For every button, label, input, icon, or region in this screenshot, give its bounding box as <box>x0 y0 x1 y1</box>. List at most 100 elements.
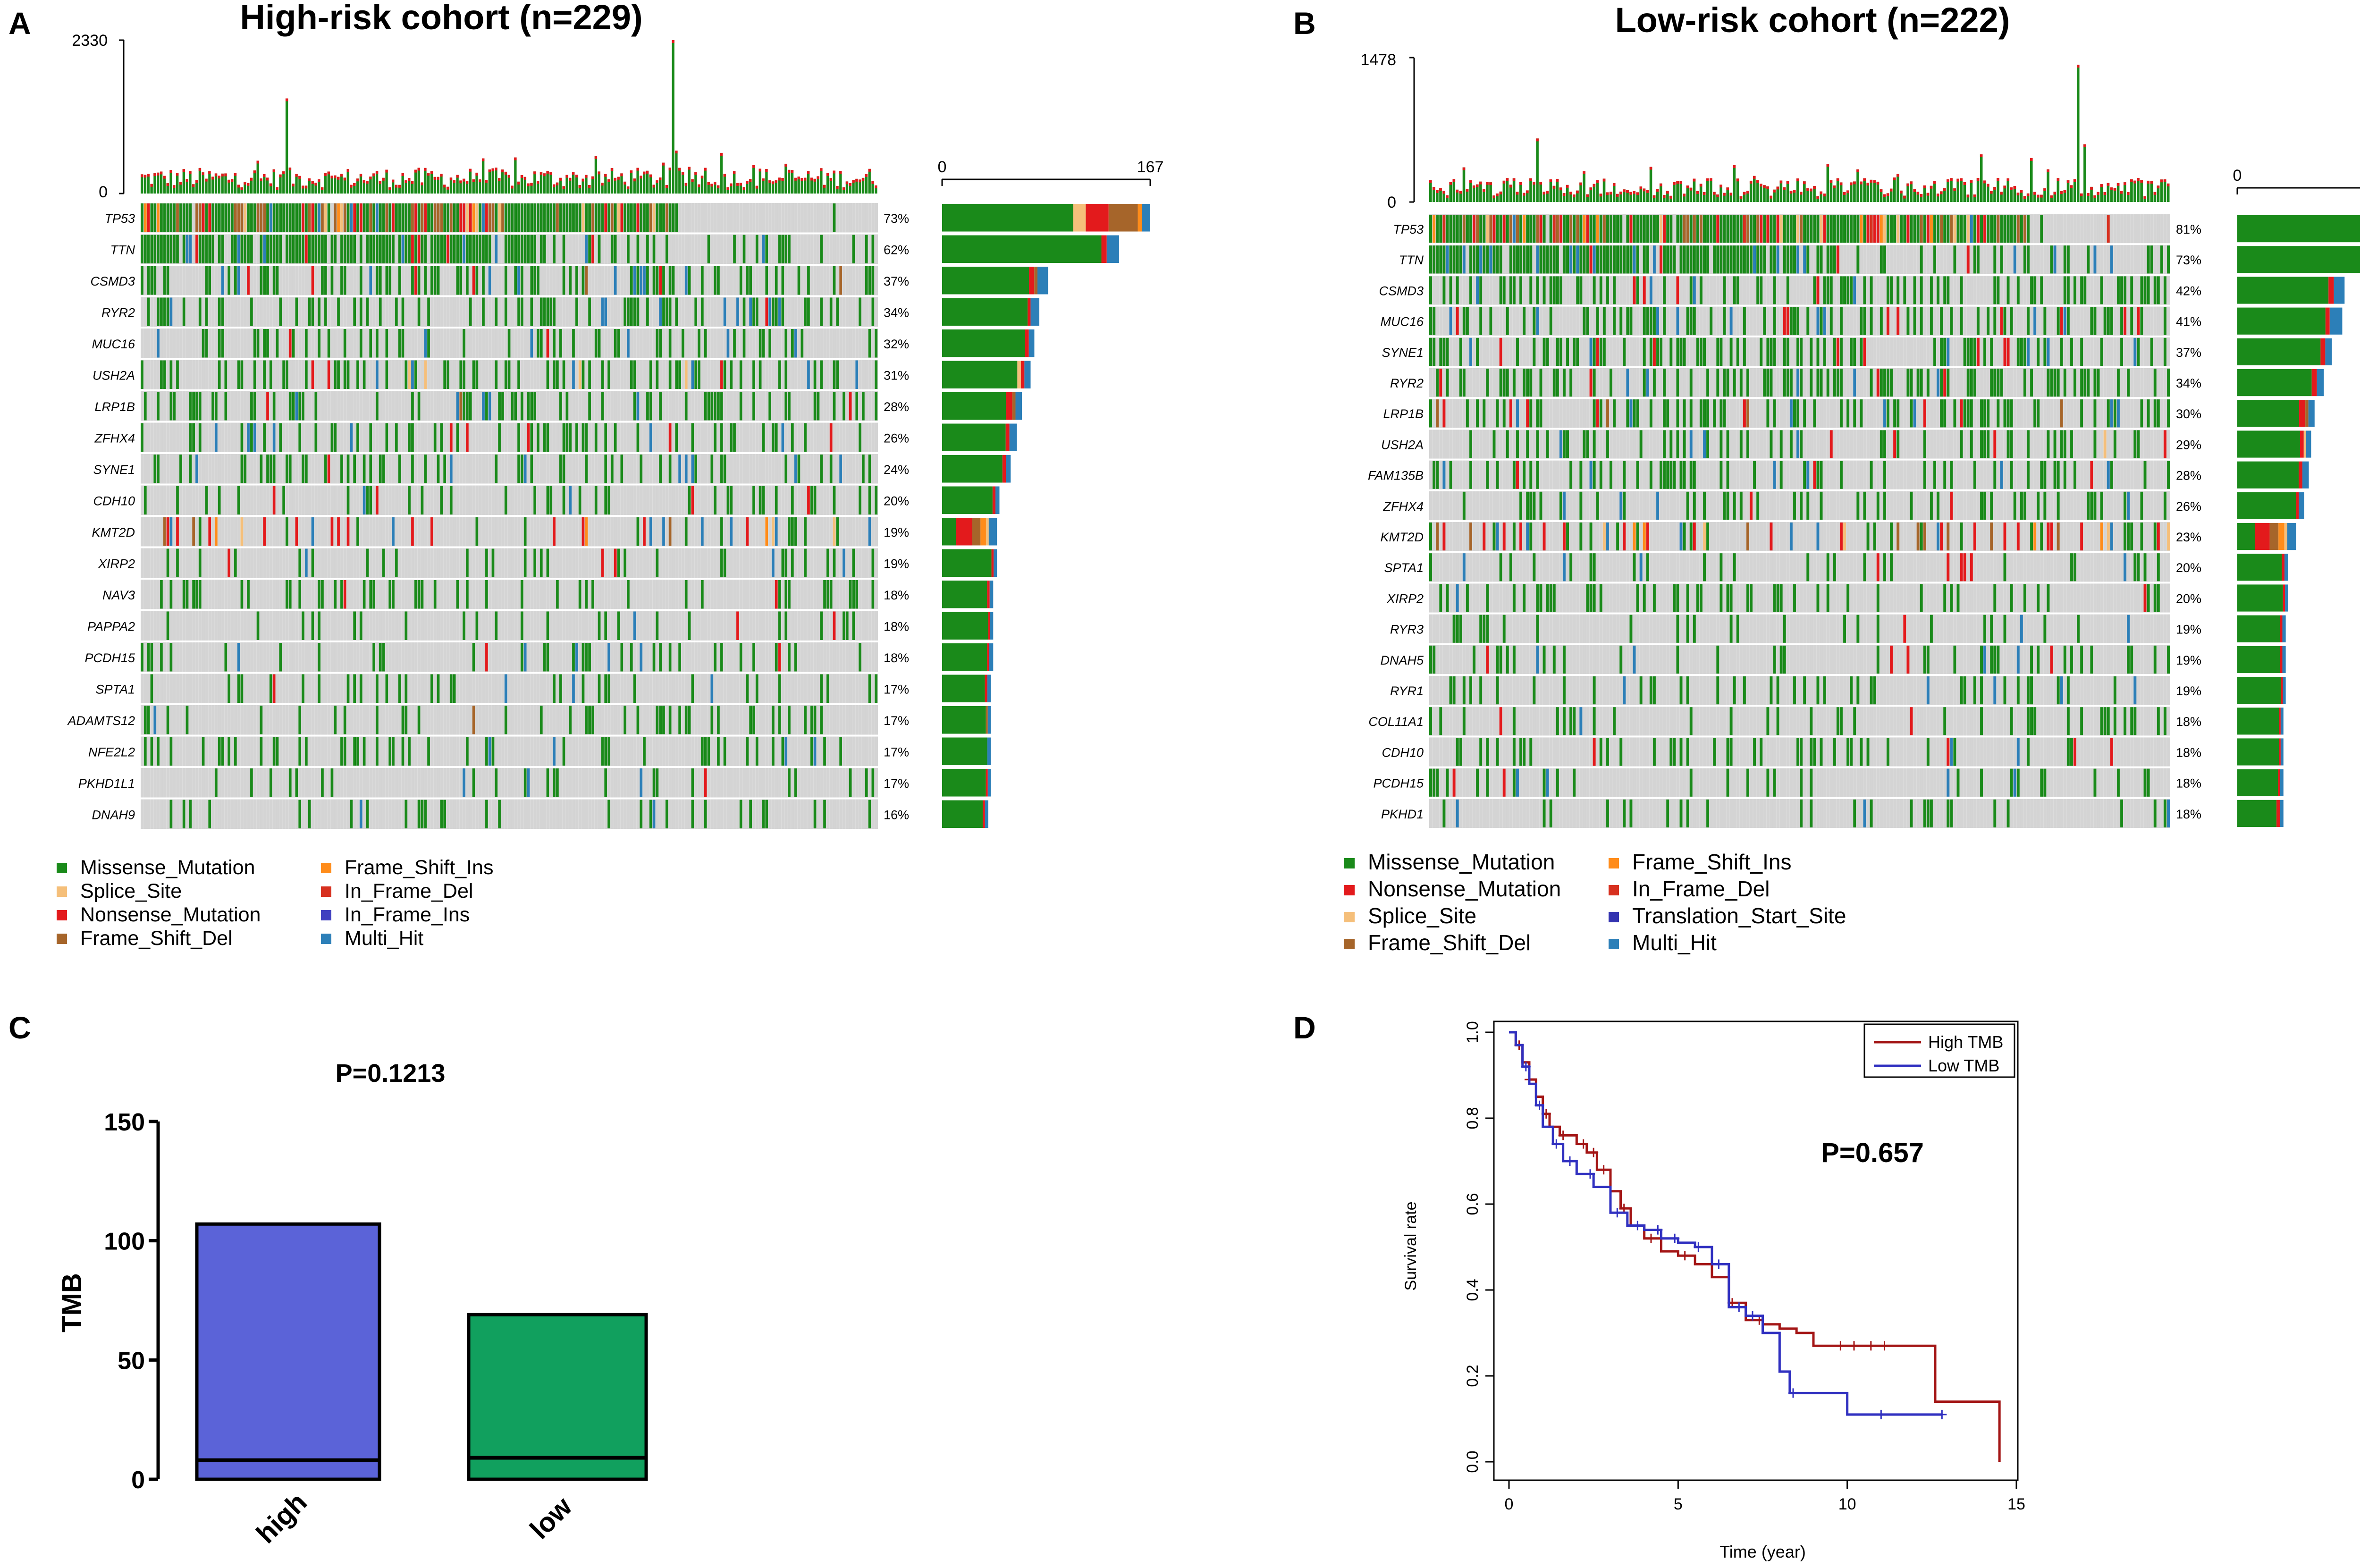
oncoplot-cell <box>829 297 833 326</box>
tmb-sample-bar-cap <box>1476 184 1479 187</box>
oncoplot-cell <box>298 423 302 452</box>
oncoplot-cell <box>1803 461 1806 489</box>
tmb-sample-bar-cap <box>456 175 459 178</box>
oncoplot-cell <box>2073 276 2076 304</box>
oncoplot-cell <box>475 611 479 640</box>
tmb-sample-bar-cap <box>1433 187 1435 190</box>
tmb-sample-bar-cap <box>2127 192 2130 195</box>
oncoplot-cell <box>633 360 636 389</box>
oncoplot-cell <box>1636 215 1639 243</box>
oncoplot-cell <box>417 580 421 609</box>
oncoplot-cell <box>228 674 230 703</box>
oncoplot-cell <box>1483 615 1486 643</box>
tmb-sample-bar-cap <box>626 186 630 189</box>
tmb-sample-bar <box>2063 190 2066 202</box>
oncoplot-cell <box>1643 276 1646 304</box>
oncoplot-cell <box>1860 738 1863 766</box>
tmb-sample-bar <box>2097 192 2099 202</box>
oncoplot-cell <box>369 329 372 358</box>
oncoplot-cell <box>1726 369 1729 397</box>
oncoplot-cell <box>163 360 166 389</box>
oncoplot-cell <box>353 737 356 766</box>
gene-frequency-bar-segment <box>2276 800 2280 827</box>
oncoplot-cell <box>2037 645 2040 674</box>
gene-frequency-bar-segment <box>942 549 992 577</box>
oncoplot-cell <box>346 203 350 232</box>
gene-frequency-bar-segment <box>2237 246 2360 273</box>
oncoplot-cell <box>1573 707 1576 735</box>
oncoplot-cell <box>1893 430 1896 458</box>
oncoplot-cell <box>656 203 659 232</box>
oncoplot-cell <box>1523 215 1526 243</box>
oncoplot-cell <box>1920 523 1923 551</box>
gene-frequency-bar-segment <box>942 643 987 671</box>
tmb-sample-bar <box>1749 180 1753 202</box>
oncoplot-cell <box>1733 215 1736 243</box>
gene-percent-label: 19% <box>884 556 909 571</box>
legend-swatch <box>1344 858 1355 868</box>
oncoplot-cell <box>1589 461 1593 489</box>
tmb-sample-bar-cap <box>556 182 559 185</box>
oncoplot-cell <box>327 360 330 389</box>
oncoplot-cell <box>1656 307 1659 335</box>
oncoplot-cell <box>1883 215 1886 243</box>
oncoplot-cell <box>1583 245 1586 274</box>
oncoplot-cell <box>1433 307 1436 335</box>
oncoplot-cell <box>1689 307 1693 335</box>
tmb-sample-bar-cap <box>1703 192 1706 195</box>
tmb-sample-bar-cap <box>1960 178 1963 181</box>
oncoplot-cell <box>804 548 807 577</box>
oncoplot-cell <box>185 203 189 232</box>
oncoplot-cell <box>1429 399 1433 428</box>
oncoplot-cell <box>1906 645 1910 674</box>
oncoplot-cell <box>1556 768 1559 797</box>
oncoplot-cell <box>1442 399 1446 428</box>
oncoplot-cell <box>192 517 195 546</box>
oncoplot-cell <box>372 643 375 672</box>
oncoplot-cell <box>324 266 327 295</box>
tmb-sample-bar <box>330 176 333 194</box>
oncoplot-cell <box>1486 615 1489 643</box>
oncoplot-cell <box>543 423 546 452</box>
oncoplot-cell <box>1773 307 1776 335</box>
tmb-sample-bar <box>1789 191 1793 202</box>
oncoplot-cell <box>1636 276 1639 304</box>
oncoplot-cell <box>833 611 836 640</box>
oncoplot-cell <box>594 423 598 452</box>
oncoplot-cell <box>2120 307 2123 335</box>
gene-frequency-bar-segment <box>942 486 993 514</box>
tmb-sample-bar-cap <box>282 171 285 175</box>
oncoplot-cell <box>1770 523 1773 551</box>
oncoplot-cell <box>1579 491 1583 520</box>
tmb-sample-bar-cap <box>1452 179 1456 182</box>
oncoplot-cell <box>224 360 228 389</box>
oncoplot-cell <box>1880 245 1883 274</box>
oncoplot-cell <box>1723 369 1726 397</box>
oncoplot-cell <box>2010 584 2013 612</box>
tmb-sample-bar-cap <box>801 178 803 181</box>
oncoplot-cell <box>1947 738 1950 766</box>
tmb-sample-bar-cap <box>1566 185 1569 188</box>
tmb-sample-bar <box>1646 190 1649 202</box>
tmb-sample-bar <box>1696 191 1699 202</box>
oncoplot-cell <box>1947 215 1950 243</box>
oncoplot-cell <box>1479 276 1483 304</box>
oncoplot-cell <box>1549 799 1552 827</box>
oncoplot-cell <box>1966 337 1970 366</box>
legend-label: Nonsense_Mutation <box>80 903 261 926</box>
oncoplot-cell <box>1876 553 1880 582</box>
oncoplot-cell <box>1556 337 1559 366</box>
tmb-sample-bar <box>1583 171 1585 202</box>
oncoplot-cell <box>1987 399 1990 428</box>
oncoplot-cell <box>1596 307 1599 335</box>
oncoplot-cell <box>1612 245 1616 274</box>
tmb-sample-bar-cap <box>1920 194 1923 197</box>
oncoplot-cell <box>559 329 562 358</box>
oncoplot-cell <box>1753 215 1756 243</box>
oncoplot-cell <box>379 455 382 483</box>
oncoplot-cell <box>1820 215 1823 243</box>
oncoplot-cell <box>1729 307 1733 335</box>
gene-name-label: NAV3 <box>102 588 135 602</box>
oncoplot-cell <box>169 580 173 609</box>
oncoplot-cell <box>778 674 781 703</box>
